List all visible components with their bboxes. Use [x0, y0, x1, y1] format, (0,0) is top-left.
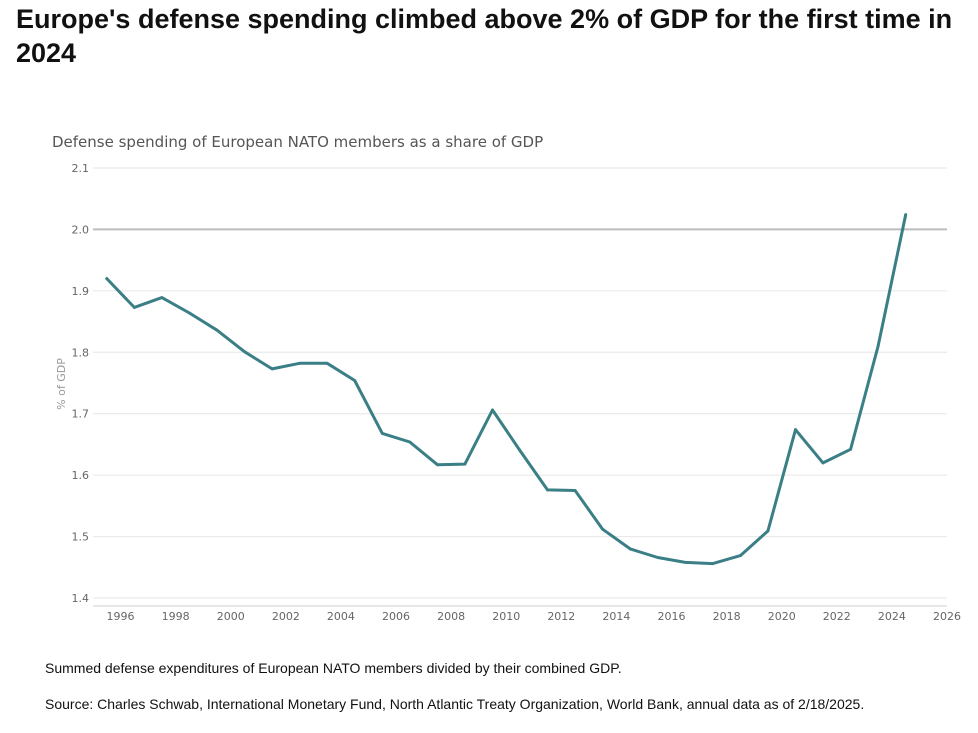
data-point	[711, 562, 715, 565]
data-point	[215, 328, 219, 332]
x-tick-label: 2004	[327, 610, 355, 623]
data-point	[601, 527, 605, 531]
footnote: Summed defense expenditures of European …	[45, 660, 622, 676]
y-axis-label: % of GDP	[55, 358, 68, 410]
data-point	[738, 554, 742, 558]
y-tick-label: 1.5	[72, 531, 90, 544]
x-tick-label: 2006	[382, 610, 410, 623]
data-point	[518, 449, 522, 452]
x-tick-label: 2014	[602, 610, 630, 623]
data-point	[683, 560, 687, 564]
series-line	[105, 213, 908, 566]
x-tick-label: 2022	[823, 610, 851, 623]
x-tick-label: 2016	[658, 610, 686, 623]
y-tick-label: 1.6	[72, 469, 90, 482]
y-tick-label: 1.8	[72, 346, 90, 359]
data-point	[821, 461, 825, 465]
data-point	[546, 488, 549, 492]
line-chart: Defense spending of European NATO member…	[52, 133, 961, 623]
y-tick-labels: 1.4 1.5 1.6 1.7 1.8 1.9 2.0 2.1	[72, 162, 90, 605]
data-point	[628, 547, 632, 551]
data-point	[904, 213, 908, 217]
x-tick-label: 2008	[437, 610, 465, 623]
y-tick-label: 1.4	[72, 592, 90, 605]
data-point	[270, 367, 274, 371]
data-point	[573, 489, 577, 492]
x-tick-label: 1996	[107, 610, 135, 623]
data-point	[160, 296, 164, 300]
data-point	[849, 447, 852, 451]
data-point	[380, 431, 384, 435]
y-tick-label: 2.1	[72, 162, 90, 175]
grid-lines	[93, 167, 947, 607]
data-point	[105, 277, 109, 280]
data-point	[435, 463, 439, 467]
x-tick-label: 2010	[492, 610, 520, 623]
source-note: Source: Charles Schwab, International Mo…	[45, 696, 865, 712]
headline: Europe's defense spending climbed above …	[16, 4, 953, 68]
data-point	[132, 306, 136, 309]
series-layer	[105, 213, 908, 566]
x-tick-label: 2000	[217, 610, 245, 623]
chart-title: Defense spending of European NATO member…	[52, 133, 543, 151]
x-tick-label: 2012	[547, 610, 575, 623]
data-point	[463, 462, 467, 466]
data-point	[353, 379, 357, 382]
data-point	[656, 556, 660, 559]
x-tick-label: 2024	[878, 610, 906, 623]
data-point	[876, 344, 880, 348]
data-point	[243, 350, 246, 354]
x-tick-label: 2020	[768, 610, 796, 623]
chart-container: Defense spending of European NATO member…	[0, 120, 978, 640]
data-point	[188, 311, 191, 315]
x-tick-label: 2002	[272, 610, 300, 623]
y-tick-label: 2.0	[72, 223, 90, 236]
x-tick-label: 2026	[933, 610, 961, 623]
y-tick-label: 1.9	[72, 285, 90, 298]
y-tick-label: 1.7	[72, 408, 90, 421]
data-point	[408, 440, 412, 444]
x-tick-labels: 1996 1998 2000 2002 2004 2006 2008 2010 2012 2014…	[107, 610, 961, 623]
x-tick-label: 1998	[162, 610, 190, 623]
data-point	[794, 428, 797, 432]
data-point	[766, 529, 770, 533]
data-point	[325, 361, 329, 365]
x-tick-label: 2018	[713, 610, 741, 623]
data-point	[298, 361, 302, 365]
data-point	[491, 408, 494, 412]
